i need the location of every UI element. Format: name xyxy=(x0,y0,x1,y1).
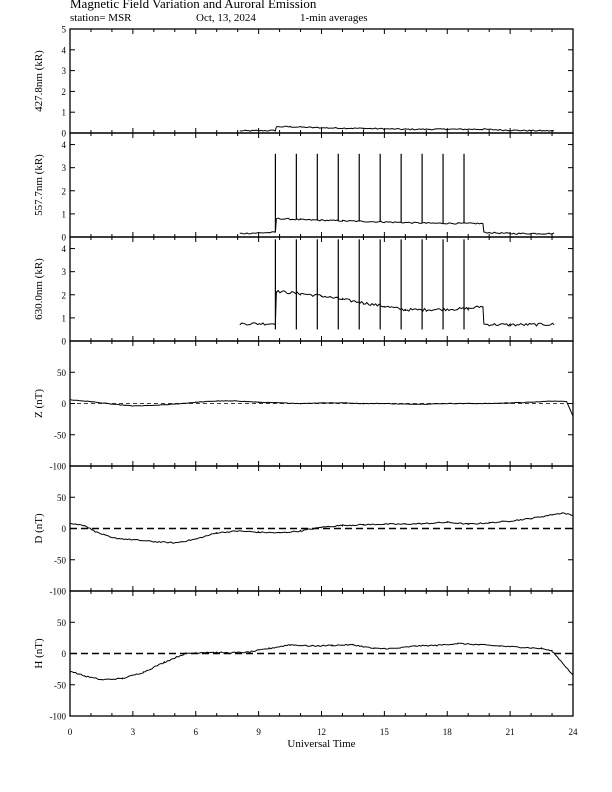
panel-1-ytick-label: 1 xyxy=(62,209,67,219)
panel-5-ylabel: H (nT) xyxy=(33,638,45,669)
panel-1-frame xyxy=(69,132,574,238)
x-tick-label: 6 xyxy=(194,727,199,737)
panel-3-ylabel: Z (nT) xyxy=(33,389,45,418)
date-label: Oct, 13, 2024 xyxy=(196,12,256,24)
panel-4-series xyxy=(69,512,573,544)
figure-title: Magnetic Field Variation and Auroral Emi… xyxy=(70,0,317,11)
x-tick-label: 3 xyxy=(131,727,136,737)
panel-4-frame xyxy=(69,465,574,592)
panel-5-ytick-label: -100 xyxy=(50,712,67,722)
panel-1-ylabel: 557.7nm (kR) xyxy=(33,154,45,216)
panel-2-ytick-label: 3 xyxy=(62,267,67,277)
panel-3-series xyxy=(69,399,574,417)
panel-0-ytick-label: 1 xyxy=(62,108,67,118)
panel-4-ytick-label: 50 xyxy=(57,493,67,503)
panel-2-ytick-label: 1 xyxy=(62,313,67,323)
panel-5-frame xyxy=(69,590,574,717)
panel-3-ytick-label: 50 xyxy=(57,368,67,378)
station-label: station= MSR xyxy=(70,12,132,24)
panel-0-ytick-label: 2 xyxy=(62,87,67,97)
x-tick-label: 18 xyxy=(443,727,453,737)
x-tick-label: 15 xyxy=(380,727,390,737)
panel-3-ytick-label: -50 xyxy=(54,430,66,440)
panel-2-ylabel: 630.0nm (kR) xyxy=(33,258,45,320)
averaging-label: 1-min averages xyxy=(300,12,368,24)
panel-5-ytick-label: 0 xyxy=(62,649,67,659)
panel-2-ytick-label: 0 xyxy=(62,337,67,347)
x-tick-label: 9 xyxy=(256,727,261,737)
panel-1-ytick-label: 4 xyxy=(62,140,67,150)
panel-0-ylabel: 427.8nm (kR) xyxy=(33,50,45,112)
panel-4-ylabel: D (nT) xyxy=(33,513,45,544)
panel-1-series xyxy=(239,217,555,235)
panel-2-ytick-label: 4 xyxy=(62,244,67,254)
panel-5-ytick-label: 50 xyxy=(57,618,67,628)
panel-0-ytick-label: 5 xyxy=(62,25,67,35)
panel-1-ytick-label: 2 xyxy=(62,186,67,196)
x-tick-label: 12 xyxy=(317,727,326,737)
panel-4-ytick-label: -50 xyxy=(54,555,66,565)
panel-2-series xyxy=(239,289,555,328)
panel-0-ytick-label: 4 xyxy=(62,45,67,55)
x-tick-label: 21 xyxy=(506,727,515,737)
panel-0-ytick-label: 0 xyxy=(62,129,67,139)
panel-1-ytick-label: 0 xyxy=(62,233,67,243)
panel-4-ytick-label: -100 xyxy=(50,587,67,597)
panel-0-series xyxy=(239,125,555,132)
panel-4-ytick-label: 0 xyxy=(62,524,67,534)
panel-0-frame xyxy=(69,28,574,134)
panel-3-ytick-label: 0 xyxy=(62,399,67,409)
panel-3-ytick-label: -100 xyxy=(50,462,67,472)
panel-0-ytick-label: 3 xyxy=(62,66,67,76)
panel-5-ytick-label: -50 xyxy=(54,680,66,690)
panel-5-series xyxy=(70,642,574,681)
x-axis-label: Universal Time xyxy=(287,738,355,750)
x-tick-label: 0 xyxy=(68,727,73,737)
x-tick-label: 24 xyxy=(569,727,579,737)
panel-1-ytick-label: 3 xyxy=(62,163,67,173)
panel-2-ytick-label: 2 xyxy=(62,290,67,300)
